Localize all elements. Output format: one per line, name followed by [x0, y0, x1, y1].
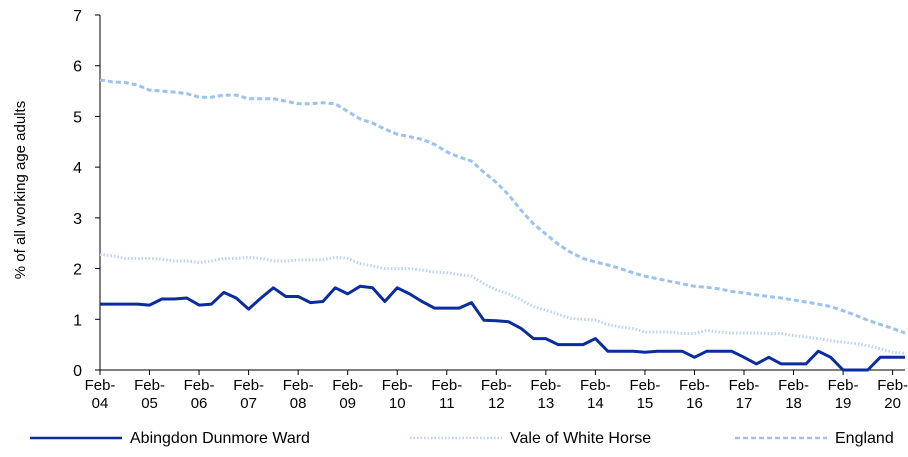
legend-label: Abingdon Dunmore Ward — [130, 430, 310, 447]
x-tick-label-part: Feb- — [530, 377, 561, 394]
x-tick-label: Feb-14 — [580, 377, 611, 412]
x-tick-label: Feb-09 — [332, 377, 363, 412]
x-tick-label-part: Feb- — [877, 377, 908, 394]
x-tick-label: Feb-16 — [679, 377, 710, 412]
x-tick-label-part: Feb- — [134, 377, 165, 394]
x-tick-label-part: Feb- — [431, 377, 462, 394]
x-tick-label: Feb-17 — [729, 377, 760, 412]
x-tick-label: Feb-15 — [630, 377, 661, 412]
y-tick-label: 4 — [73, 160, 82, 177]
x-tick-label-part: 04 — [92, 395, 109, 412]
x-tick-label-part: 11 — [439, 395, 455, 412]
x-tick-label-part: Feb- — [580, 377, 611, 394]
x-tick-label: Feb-07 — [233, 377, 264, 412]
x-tick-label: Feb-10 — [382, 377, 413, 412]
series-line — [99, 78, 906, 335]
x-tick-label-part: 09 — [339, 395, 356, 412]
x-tick-label-part: 07 — [240, 395, 257, 412]
x-tick-label-part: Feb- — [332, 377, 363, 394]
legend-label: Vale of White Horse — [510, 430, 651, 447]
x-tick-label-part: 10 — [389, 395, 406, 412]
y-tick-label: 1 — [73, 312, 82, 329]
x-tick-label: Feb-19 — [828, 377, 859, 412]
x-tick-label: Feb-05 — [134, 377, 165, 412]
y-axis-label: % of all working age adults — [12, 101, 29, 279]
x-tick-label-part: 15 — [637, 395, 654, 412]
x-tick-label-part: 14 — [587, 395, 604, 412]
y-tick-label: 6 — [73, 59, 82, 76]
series-line — [99, 252, 906, 355]
x-tick-label-part: Feb- — [481, 377, 512, 394]
y-tick-label: 7 — [73, 8, 82, 25]
y-tick-label: 0 — [73, 363, 82, 380]
x-tick-label: Feb-12 — [481, 377, 512, 412]
x-tick-label-part: Feb- — [85, 377, 116, 394]
x-tick-label-part: 18 — [785, 395, 802, 412]
series-line — [100, 284, 905, 372]
x-tick-label-part: 05 — [141, 395, 158, 412]
x-tick-label-part: 20 — [884, 395, 901, 412]
x-tick-label-part: 06 — [191, 395, 208, 412]
x-tick-label: Feb-11 — [431, 377, 462, 412]
x-tick-label-part: Feb- — [382, 377, 413, 394]
x-tick-label-part: Feb- — [233, 377, 264, 394]
x-tick-label: Feb-13 — [530, 377, 561, 412]
y-tick-label: 2 — [73, 262, 82, 279]
x-tick-label-part: Feb- — [184, 377, 215, 394]
x-tick-label-part: 12 — [488, 395, 505, 412]
x-tick-label: Feb-04 — [85, 377, 116, 412]
legend-label: England — [835, 430, 894, 447]
x-tick-label-part: Feb- — [630, 377, 661, 394]
x-tick-label: Feb-18 — [778, 377, 809, 412]
x-tick-label-part: 13 — [538, 395, 555, 412]
x-tick-label-part: Feb- — [778, 377, 809, 394]
x-tick-label-part: Feb- — [729, 377, 760, 394]
x-tick-label: Feb-08 — [283, 377, 314, 412]
x-tick-label-part: 16 — [686, 395, 703, 412]
x-tick-label-part: Feb- — [828, 377, 859, 394]
y-tick-label: 5 — [73, 109, 82, 126]
y-tick-label: 3 — [73, 211, 82, 228]
x-tick-label: Feb-06 — [184, 377, 215, 412]
x-tick-label-part: Feb- — [283, 377, 314, 394]
x-tick-label: Feb-20 — [877, 377, 908, 412]
x-tick-label-part: 08 — [290, 395, 307, 412]
x-tick-label-part: 17 — [736, 395, 753, 412]
x-tick-label-part: Feb- — [679, 377, 710, 394]
x-tick-label-part: 19 — [835, 395, 852, 412]
